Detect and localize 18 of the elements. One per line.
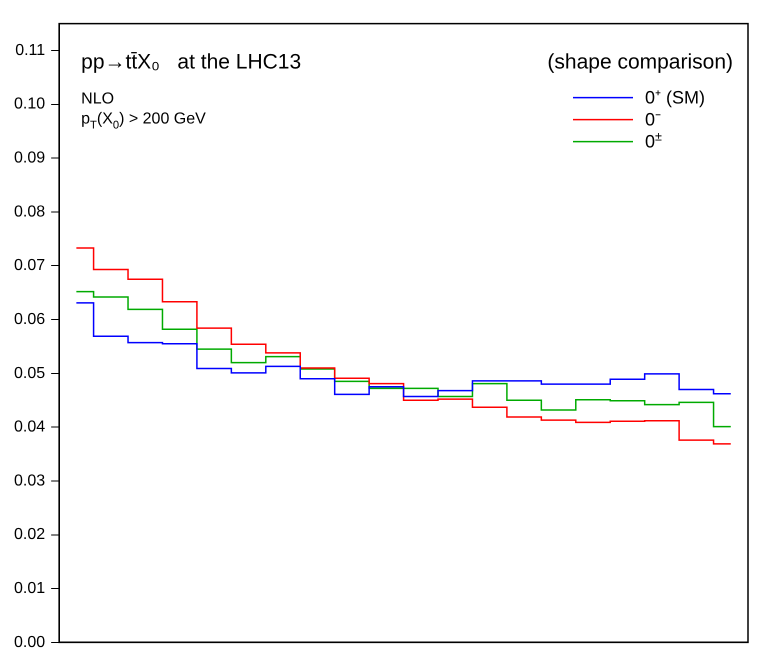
- y-tick-label: 0.09: [14, 150, 46, 167]
- y-tick-label: 0.10: [14, 96, 46, 113]
- y-tick-label: 0.05: [14, 364, 46, 382]
- y-tick-label: 0.06: [14, 310, 46, 328]
- y-tick-label: 0.00: [14, 634, 46, 651]
- y-tick-label: 0.01: [14, 580, 46, 597]
- y-tick-label: 0.02: [14, 526, 46, 544]
- y-tick-label: 0.04: [14, 418, 46, 436]
- legend-label: 0⁺ (SM): [645, 88, 705, 108]
- annotation: NLO: [81, 90, 114, 108]
- y-tick-label: 0.11: [15, 42, 46, 59]
- legend-label: 0±: [645, 129, 662, 152]
- y-tick-label: 0.03: [14, 472, 46, 490]
- text: (shape comparison): [547, 50, 734, 74]
- y-tick-label: 0.08: [14, 203, 46, 220]
- y-tick-label: 0.07: [14, 257, 46, 274]
- legend-label: 0⁻: [645, 110, 662, 130]
- text: pp→tt̄X₀ at the LHC13: [81, 50, 302, 74]
